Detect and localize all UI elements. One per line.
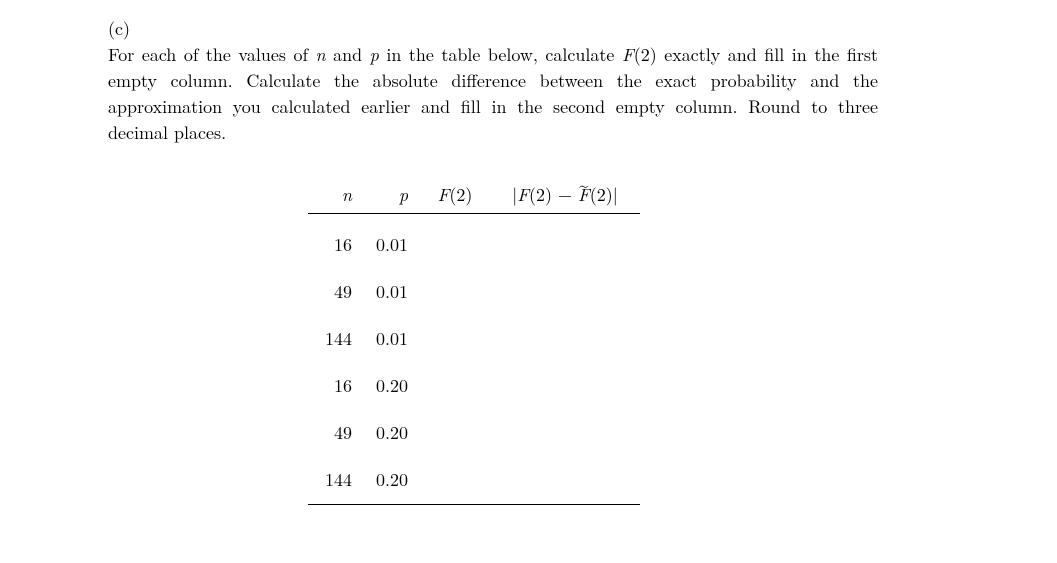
- cell-diff: [490, 214, 640, 262]
- cell-f2: [420, 402, 490, 449]
- question-text: For each of the values of n and p in the…: [108, 42, 878, 146]
- cell-diff: [490, 308, 640, 355]
- cell-p: 0.20: [364, 449, 420, 505]
- part-label: (c): [108, 16, 144, 42]
- cell-n: 49: [308, 402, 364, 449]
- col-header-diff: |F(2) − F(2)|: [490, 176, 640, 214]
- table-row: 49 0.01: [308, 261, 640, 308]
- text-seg: (2): [634, 42, 657, 67]
- table-row: 144 0.20: [308, 449, 640, 505]
- table-row: 16 0.20: [308, 355, 640, 402]
- cell-f2: [420, 261, 490, 308]
- cell-n: 49: [308, 261, 364, 308]
- cell-f2: [420, 214, 490, 262]
- cell-p: 0.20: [364, 355, 420, 402]
- header-F-arg: (2): [449, 182, 472, 207]
- cell-p: 0.01: [364, 308, 420, 355]
- cell-p: 0.01: [364, 261, 420, 308]
- cell-p: 0.01: [364, 214, 420, 262]
- table-row: 144 0.01: [308, 308, 640, 355]
- cell-p: 0.20: [364, 402, 420, 449]
- cell-diff: [490, 355, 640, 402]
- cell-diff: [490, 261, 640, 308]
- text-seg: and: [326, 42, 370, 67]
- diff-F1: F: [517, 182, 529, 207]
- cell-diff: [490, 449, 640, 505]
- cell-f2: [420, 355, 490, 402]
- cell-f2: [420, 449, 490, 505]
- data-table-wrap: n p F(2) |F(2) − F(2)| 16 0.01: [308, 176, 918, 505]
- table-row: 49 0.20: [308, 402, 640, 449]
- table-header-row: n p F(2) |F(2) − F(2)|: [308, 176, 640, 214]
- col-header-f2: F(2): [420, 176, 490, 214]
- diff-Ftilde: F: [578, 182, 590, 207]
- col-header-p: p: [364, 176, 420, 214]
- cell-n: 16: [308, 355, 364, 402]
- table-row: 16 0.01: [308, 214, 640, 262]
- cell-f2: [420, 308, 490, 355]
- cell-n: 144: [308, 449, 364, 505]
- var-n: n: [315, 42, 325, 67]
- cell-n: 16: [308, 214, 364, 262]
- diff-arg1: (2) −: [529, 182, 578, 207]
- var-F: F: [622, 42, 634, 67]
- data-table: n p F(2) |F(2) − F(2)| 16 0.01: [308, 176, 640, 505]
- text-seg: in the table below, calculate: [379, 42, 622, 67]
- col-header-n: n: [308, 176, 364, 214]
- abs-close: |: [613, 182, 618, 207]
- text-seg: For each of the values of: [108, 42, 315, 67]
- cell-diff: [490, 402, 640, 449]
- cell-n: 144: [308, 308, 364, 355]
- header-F: F: [438, 182, 450, 207]
- diff-arg2: (2): [590, 182, 613, 207]
- var-p: p: [370, 42, 379, 67]
